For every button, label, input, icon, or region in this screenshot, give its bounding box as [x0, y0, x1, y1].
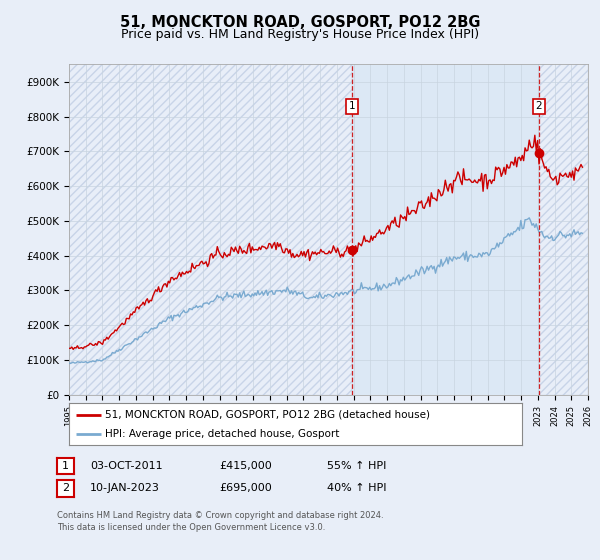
Text: £415,000: £415,000	[219, 461, 272, 471]
Bar	[539, 64, 588, 395]
Text: 40% ↑ HPI: 40% ↑ HPI	[327, 483, 386, 493]
Text: Price paid vs. HM Land Registry's House Price Index (HPI): Price paid vs. HM Land Registry's House …	[121, 28, 479, 41]
Text: 03-OCT-2011: 03-OCT-2011	[90, 461, 163, 471]
Text: 1: 1	[62, 461, 69, 471]
Text: £695,000: £695,000	[219, 483, 272, 493]
Text: HPI: Average price, detached house, Gosport: HPI: Average price, detached house, Gosp…	[105, 430, 340, 439]
Text: 10-JAN-2023: 10-JAN-2023	[90, 483, 160, 493]
Text: 1: 1	[349, 101, 355, 111]
Bar	[352, 64, 539, 395]
Bar	[69, 64, 352, 395]
Text: 51, MONCKTON ROAD, GOSPORT, PO12 2BG (detached house): 51, MONCKTON ROAD, GOSPORT, PO12 2BG (de…	[105, 410, 430, 420]
Text: 2: 2	[62, 483, 69, 493]
Text: 55% ↑ HPI: 55% ↑ HPI	[327, 461, 386, 471]
Text: 2: 2	[535, 101, 542, 111]
Text: 51, MONCKTON ROAD, GOSPORT, PO12 2BG: 51, MONCKTON ROAD, GOSPORT, PO12 2BG	[120, 15, 480, 30]
Text: Contains HM Land Registry data © Crown copyright and database right 2024.
This d: Contains HM Land Registry data © Crown c…	[57, 511, 383, 532]
